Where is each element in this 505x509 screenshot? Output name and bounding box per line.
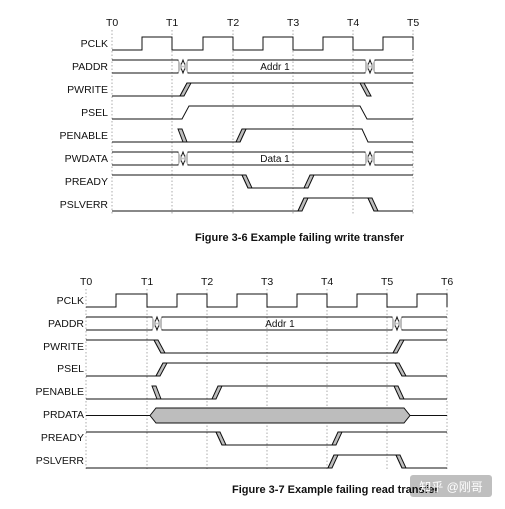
waveform-pready bbox=[86, 431, 447, 446]
time-gridlines bbox=[111, 30, 414, 215]
time-label-t1: T1 bbox=[166, 17, 178, 29]
waveform-paddr bbox=[112, 58, 413, 75]
signal-label-pwdata: PWDATA bbox=[65, 153, 108, 165]
time-label-t5: T5 bbox=[381, 276, 393, 288]
signal-label-pclk: PCLK bbox=[57, 295, 84, 307]
waveform-paddr bbox=[86, 315, 447, 332]
signal-label-penable: PENABLE bbox=[60, 130, 108, 142]
time-label-t4: T4 bbox=[347, 17, 359, 29]
time-label-t5: T5 bbox=[407, 17, 419, 29]
waveform-pclk bbox=[86, 293, 448, 308]
time-label-t3: T3 bbox=[261, 276, 273, 288]
figure-caption-read: Figure 3-7 Example failing read transfer bbox=[232, 484, 439, 496]
signal-label-penable: PENABLE bbox=[36, 386, 84, 398]
signal-label-psel: PSEL bbox=[81, 107, 108, 119]
waveform-pwrite bbox=[112, 82, 413, 97]
signal-label-psel: PSEL bbox=[57, 363, 84, 375]
watermark-text: 知乎 @刚哥 bbox=[419, 480, 483, 494]
paddr-value: Addr 1 bbox=[260, 62, 290, 73]
waveform-penable bbox=[112, 128, 413, 143]
signal-label-pwrite: PWRITE bbox=[67, 84, 108, 96]
pwdata-value: Data 1 bbox=[260, 154, 290, 165]
waveform-pclk bbox=[112, 36, 414, 51]
timing-diagram-write: T0 T1 T2 T3 T4 T5 PCLK PADDR PWRITE PSEL… bbox=[60, 17, 420, 244]
time-label-t3: T3 bbox=[287, 17, 299, 29]
waveform-prdata bbox=[86, 407, 447, 424]
waveform-psel bbox=[86, 362, 447, 377]
watermark: 知乎 @刚哥 bbox=[410, 475, 492, 497]
figure-caption-write: Figure 3-6 Example failing write transfe… bbox=[195, 232, 405, 244]
waveform-pslverr bbox=[86, 454, 447, 469]
signal-label-pready: PREADY bbox=[41, 432, 84, 444]
waveform-pwdata bbox=[112, 150, 413, 167]
signal-label-pwrite: PWRITE bbox=[43, 341, 84, 353]
time-gridlines bbox=[85, 289, 448, 470]
time-label-t2: T2 bbox=[227, 17, 239, 29]
paddr-value: Addr 1 bbox=[265, 319, 295, 330]
time-label-t0: T0 bbox=[106, 17, 118, 29]
time-label-t1: T1 bbox=[141, 276, 153, 288]
time-label-t0: T0 bbox=[80, 276, 92, 288]
signal-label-pready: PREADY bbox=[65, 176, 108, 188]
signal-label-pclk: PCLK bbox=[81, 38, 108, 50]
signal-label-paddr: PADDR bbox=[48, 318, 84, 330]
signal-label-pslverr: PSLVERR bbox=[36, 455, 85, 467]
waveform-pready bbox=[112, 174, 413, 189]
time-label-t2: T2 bbox=[201, 276, 213, 288]
signal-label-pslverr: PSLVERR bbox=[60, 199, 109, 211]
signal-label-paddr: PADDR bbox=[72, 61, 108, 73]
waveform-penable bbox=[86, 385, 447, 400]
waveform-pslverr bbox=[112, 197, 413, 212]
time-label-t6: T6 bbox=[441, 276, 453, 288]
timing-diagram-read: T0 T1 T2 T3 T4 T5 T6 PCLK PADDR PWRITE P… bbox=[36, 276, 454, 496]
waveform-pwrite bbox=[86, 339, 447, 354]
waveform-psel bbox=[112, 105, 413, 120]
signal-label-prdata: PRDATA bbox=[43, 409, 84, 421]
time-label-t4: T4 bbox=[321, 276, 333, 288]
